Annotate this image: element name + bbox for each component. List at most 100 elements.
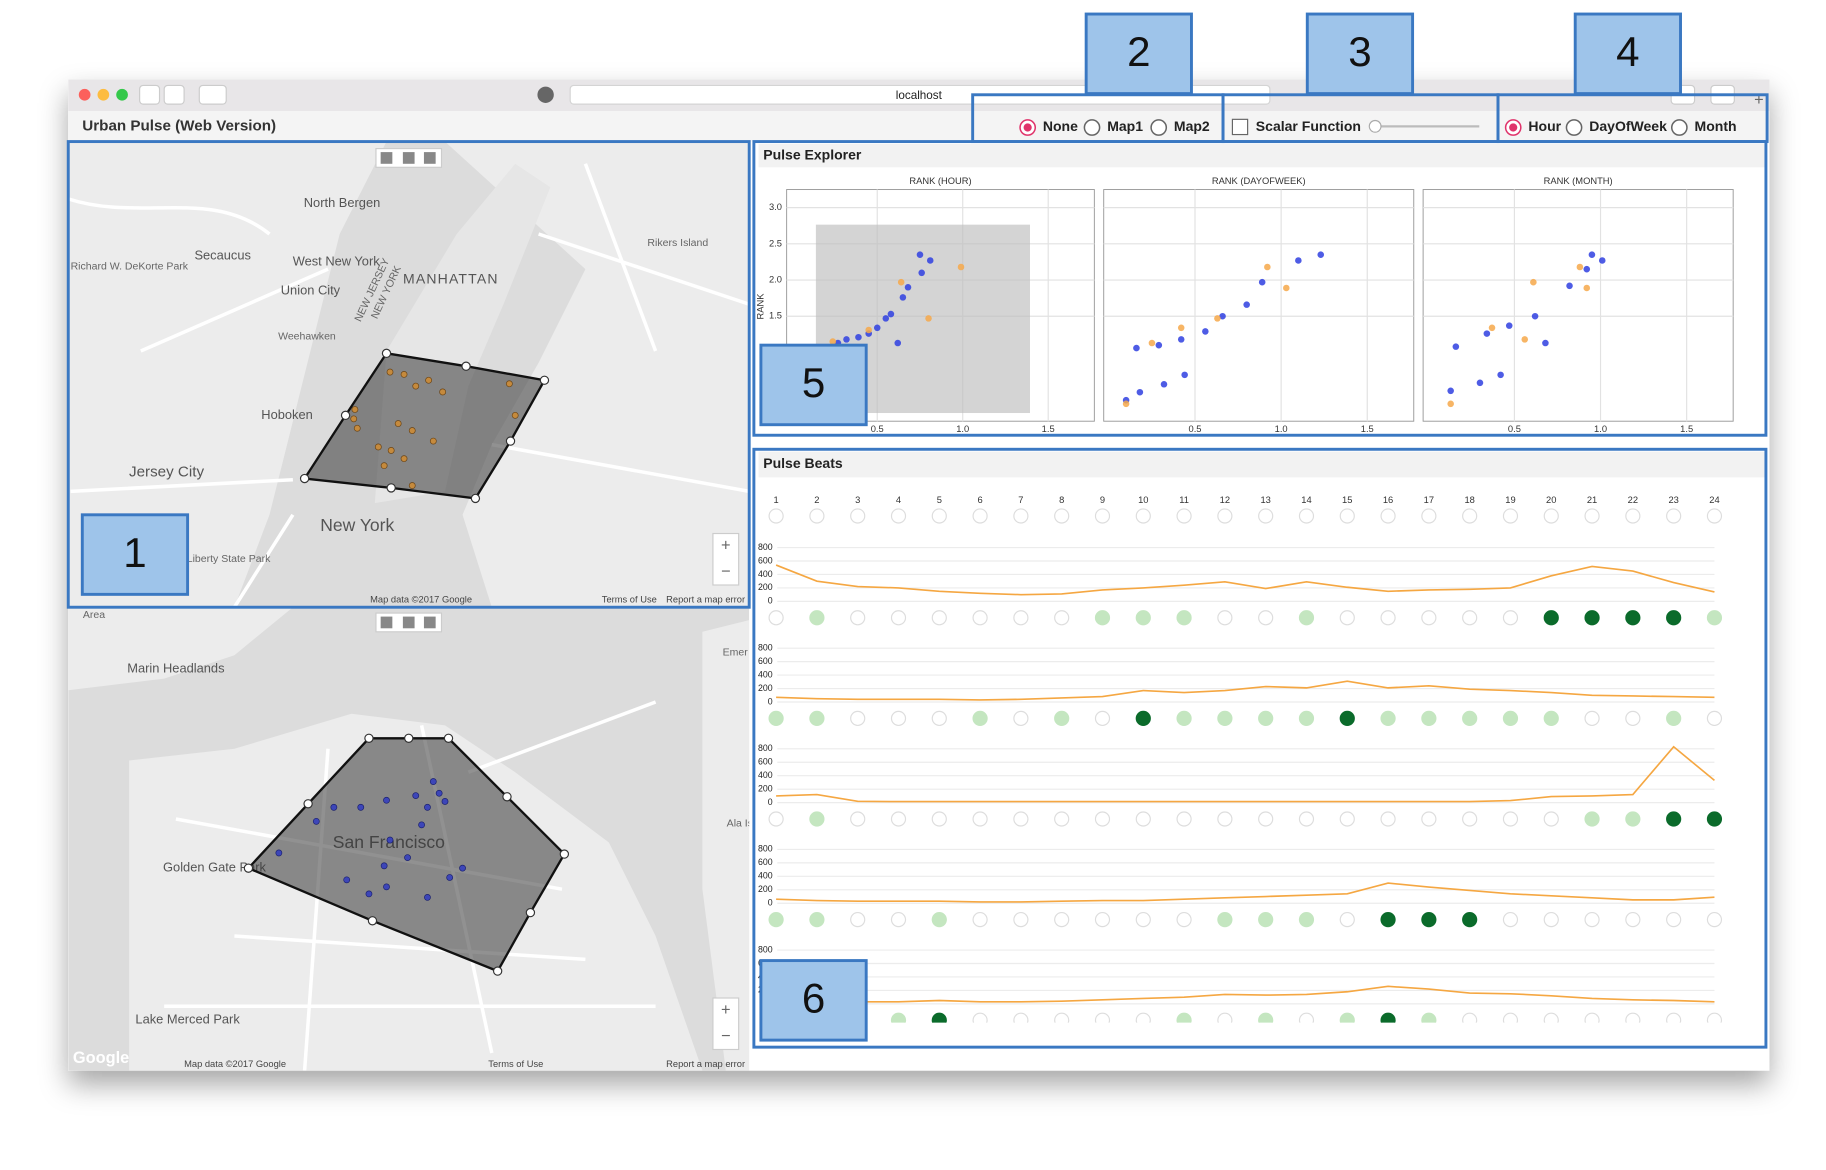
beat-dot[interactable] [1502,610,1519,626]
rect-tool[interactable] [402,616,415,629]
zoom-out[interactable]: − [721,1027,731,1045]
beat-dot[interactable] [890,811,907,827]
beat-dot[interactable] [1421,1012,1437,1027]
beat-dot[interactable] [890,610,907,626]
beat-dot[interactable] [1584,710,1600,726]
beat-dot[interactable] [1339,610,1355,626]
beat-dot[interactable] [1625,912,1641,928]
beat-dot[interactable] [1502,710,1519,726]
beat-dot[interactable] [1217,1012,1233,1027]
beat-dot[interactable] [1584,912,1600,928]
beat-dot[interactable] [1298,811,1315,827]
beat-dot[interactable] [1176,610,1192,626]
radio-button[interactable] [1670,119,1688,136]
radio-button[interactable] [1150,119,1168,136]
pan-tool[interactable] [380,616,393,629]
beat-dot[interactable] [890,912,907,928]
beat-dot[interactable] [1380,811,1396,827]
beat-dot[interactable] [1380,912,1396,928]
beat-dot[interactable] [809,610,825,626]
beat-dot[interactable] [1380,610,1396,626]
beat-dot[interactable] [1339,912,1355,928]
beat-dot[interactable] [1421,710,1437,726]
pan-tool[interactable] [380,152,393,164]
beat-dot[interactable] [1013,912,1029,928]
beat-dot[interactable] [1135,811,1151,827]
beat-dot[interactable] [1706,1012,1723,1027]
beat-dot[interactable] [1298,1012,1315,1027]
beat-dot[interactable] [1462,710,1478,726]
zoom-in[interactable]: + [721,537,731,555]
beat-dot[interactable] [1666,610,1682,626]
beat-dot[interactable] [850,710,866,726]
beat-dot[interactable] [1135,1012,1151,1027]
beat-dot[interactable] [1217,710,1233,726]
beat-dot[interactable] [1706,912,1723,928]
beat-dot[interactable] [972,811,988,827]
beat-dot[interactable] [809,710,825,726]
beat-dot[interactable] [1462,610,1478,626]
beat-dot[interactable] [1258,710,1274,726]
beat-dot[interactable] [931,710,947,726]
beat-dot[interactable] [1462,912,1478,928]
beat-dot[interactable] [890,710,907,726]
sidebar-button[interactable] [198,84,227,105]
beat-dot[interactable] [1339,811,1355,827]
beat-dot[interactable] [972,1012,988,1027]
beat-dot[interactable] [1176,710,1192,726]
polygon-tool[interactable] [423,152,436,164]
beat-dot[interactable] [1094,912,1111,928]
beat-dot[interactable] [1625,710,1641,726]
beat-dot[interactable] [1380,710,1396,726]
beat-dot[interactable] [1298,912,1315,928]
new-tab[interactable]: + [1754,91,1764,109]
beat-dot[interactable] [1421,912,1437,928]
beat-dot[interactable] [1339,710,1355,726]
beat-dot[interactable] [1543,610,1559,626]
beat-dot[interactable] [1625,811,1641,827]
beat-dot[interactable] [1666,710,1682,726]
minimize-button[interactable] [97,88,110,101]
beat-dot[interactable] [1543,1012,1559,1027]
slider-knob[interactable] [1368,119,1382,133]
beat-dot[interactable] [768,610,784,626]
map-report[interactable]: Report a map error [666,1059,745,1069]
beat-dot[interactable] [1013,1012,1029,1027]
beat-dot[interactable] [931,912,947,928]
beat-dot[interactable] [768,710,784,726]
zoom-button[interactable] [116,88,128,101]
beat-dot[interactable] [1094,610,1111,626]
beat-dot[interactable] [768,912,784,928]
beat-dot[interactable] [1054,610,1070,626]
beat-dot[interactable] [850,912,866,928]
beat-dot[interactable] [1339,1012,1355,1027]
beat-dot[interactable] [1462,811,1478,827]
polygon-tool[interactable] [423,616,436,629]
scalar-checkbox[interactable] [1231,118,1249,136]
beat-dot[interactable] [1013,610,1029,626]
beat-dot[interactable] [931,610,947,626]
close-button[interactable] [78,88,91,101]
beat-dot[interactable] [1706,811,1723,827]
beat-dot[interactable] [1135,710,1151,726]
beat-dot[interactable] [1706,710,1723,726]
beat-dot[interactable] [1094,710,1111,726]
forward-button[interactable] [163,84,185,105]
beat-dot[interactable] [1298,710,1315,726]
beat-dot[interactable] [1258,811,1274,827]
beat-dot[interactable] [1380,1012,1396,1027]
beat-dot[interactable] [1584,610,1600,626]
beat-dot[interactable] [1625,610,1641,626]
beat-dot[interactable] [1258,912,1274,928]
back-button[interactable] [139,84,161,105]
beat-dot[interactable] [1666,1012,1682,1027]
beat-dot[interactable] [931,811,947,827]
radio-button[interactable] [1083,119,1101,136]
beat-dot[interactable] [1543,710,1559,726]
beat-dot[interactable] [1502,1012,1519,1027]
beat-dot[interactable] [768,811,784,827]
beat-dot[interactable] [890,1012,907,1027]
beat-dot[interactable] [1176,811,1192,827]
beat-dot[interactable] [1666,811,1682,827]
beat-dot[interactable] [1217,811,1233,827]
